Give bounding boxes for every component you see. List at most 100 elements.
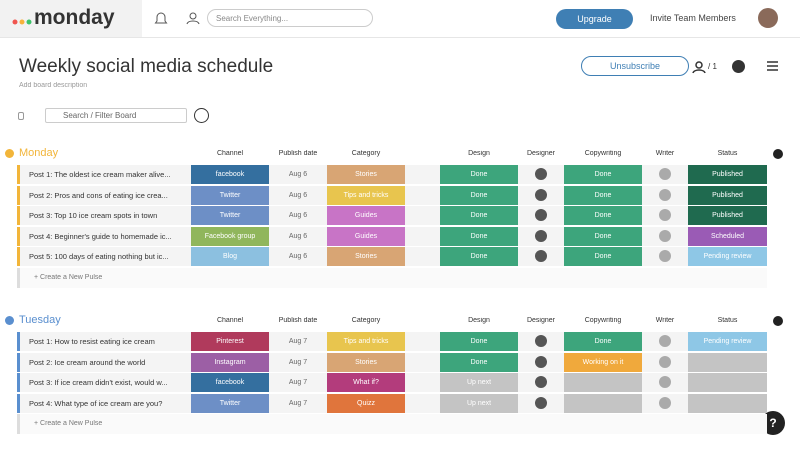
filter-input[interactable]: Search / Filter Board bbox=[45, 108, 187, 123]
avatar[interactable] bbox=[535, 188, 547, 201]
logo-text[interactable]: monday bbox=[34, 6, 115, 29]
info-icon[interactable] bbox=[18, 112, 24, 120]
create-pulse[interactable] bbox=[17, 414, 767, 434]
channel-cell[interactable]: Twitter bbox=[191, 393, 269, 413]
channel-cell[interactable]: Twitter bbox=[191, 185, 269, 205]
category-cell[interactable]: Stories bbox=[327, 247, 405, 267]
avatar[interactable] bbox=[659, 188, 671, 201]
copywriting-cell[interactable]: Done bbox=[564, 226, 642, 246]
avatar[interactable] bbox=[659, 229, 671, 242]
search-input[interactable]: Search Everything... bbox=[207, 9, 373, 27]
group-name[interactable]: Monday bbox=[19, 147, 59, 159]
invite-link[interactable]: Invite Team Members bbox=[650, 13, 736, 23]
design-cell[interactable]: Done bbox=[440, 165, 518, 185]
avatar[interactable] bbox=[535, 168, 547, 180]
pulse-title[interactable]: Post 5: 100 days of eating nothing but i… bbox=[29, 252, 169, 262]
create-pulse[interactable] bbox=[17, 268, 767, 288]
copywriting-cell[interactable] bbox=[564, 373, 642, 393]
date-cell[interactable]: Aug 6 bbox=[288, 212, 308, 220]
design-cell[interactable]: Up next bbox=[440, 373, 518, 393]
copywriting-cell[interactable]: Working on it bbox=[564, 352, 642, 372]
add-column[interactable] bbox=[773, 316, 783, 326]
status-cell[interactable]: Published bbox=[688, 206, 767, 226]
channel-cell[interactable]: Twitter bbox=[191, 206, 269, 226]
copywriting-cell[interactable]: Done bbox=[564, 332, 642, 352]
menu-icon[interactable] bbox=[767, 61, 778, 71]
copywriting-cell[interactable]: Done bbox=[564, 185, 642, 205]
date-cell[interactable]: Aug 7 bbox=[288, 399, 308, 407]
category-cell[interactable]: Guides bbox=[327, 206, 405, 226]
category-cell[interactable]: Stories bbox=[327, 165, 405, 185]
status-cell[interactable]: Pending review bbox=[688, 247, 767, 267]
pulse-title[interactable]: Post 2: Pros and cons of eating ice crea… bbox=[29, 190, 168, 200]
avatar[interactable] bbox=[659, 376, 671, 389]
status-cell[interactable]: Published bbox=[688, 185, 767, 205]
avatar[interactable] bbox=[659, 250, 671, 263]
pulse-title[interactable]: Post 4: What type of ice cream are you? bbox=[29, 398, 163, 408]
avatar[interactable] bbox=[659, 335, 671, 347]
avatar[interactable] bbox=[535, 335, 547, 347]
channel-cell[interactable]: Instagram bbox=[191, 352, 269, 372]
category-cell[interactable]: Stories bbox=[327, 352, 405, 372]
copywriting-cell[interactable] bbox=[564, 393, 642, 413]
date-cell[interactable]: Aug 7 bbox=[288, 338, 308, 346]
channel-cell[interactable]: facebook bbox=[191, 165, 269, 185]
status-cell[interactable]: Scheduled bbox=[688, 226, 767, 246]
invite-icon[interactable] bbox=[185, 10, 201, 26]
channel-cell[interactable]: Facebook group bbox=[191, 226, 269, 246]
pulse-title[interactable]: Post 3: Top 10 ice cream spots in town bbox=[29, 211, 158, 221]
date-cell[interactable]: Aug 6 bbox=[288, 191, 308, 199]
pulse-title[interactable]: Post 1: How to resist eating ice cream bbox=[29, 337, 155, 346]
category-cell[interactable]: Tips and tricks bbox=[327, 185, 405, 205]
design-cell[interactable]: Done bbox=[440, 332, 518, 352]
user-avatar[interactable] bbox=[758, 8, 778, 28]
design-cell[interactable]: Done bbox=[440, 226, 518, 246]
date-cell[interactable]: Aug 6 bbox=[288, 253, 308, 261]
date-cell[interactable]: Aug 6 bbox=[288, 232, 308, 240]
status-cell[interactable] bbox=[688, 352, 767, 372]
avatar[interactable] bbox=[535, 250, 547, 263]
channel-cell[interactable]: Blog bbox=[191, 247, 269, 267]
copywriting-cell[interactable]: Done bbox=[564, 165, 642, 185]
avatar[interactable] bbox=[535, 229, 547, 242]
design-cell[interactable]: Done bbox=[440, 185, 518, 205]
members-icon[interactable] bbox=[691, 59, 707, 75]
category-cell[interactable]: Quizz bbox=[327, 393, 405, 413]
add-column[interactable] bbox=[773, 149, 783, 159]
group-toggle[interactable] bbox=[5, 316, 14, 325]
copywriting-cell[interactable]: Done bbox=[564, 247, 642, 267]
channel-cell[interactable]: Pinterest bbox=[191, 332, 269, 352]
activity-icon[interactable] bbox=[732, 60, 745, 73]
design-cell[interactable]: Done bbox=[440, 247, 518, 267]
channel-cell[interactable]: facebook bbox=[191, 373, 269, 393]
status-cell[interactable] bbox=[688, 393, 767, 413]
date-cell[interactable]: Aug 6 bbox=[288, 171, 308, 179]
board-description[interactable]: Add board description bbox=[19, 82, 88, 89]
copywriting-cell[interactable]: Done bbox=[564, 206, 642, 226]
avatar[interactable] bbox=[659, 396, 671, 409]
date-cell[interactable]: Aug 7 bbox=[288, 379, 308, 387]
unsubscribe-button[interactable]: Unsubscribe bbox=[581, 56, 689, 76]
person-filter[interactable] bbox=[194, 108, 209, 123]
category-cell[interactable]: What if? bbox=[327, 373, 405, 393]
pulse-title[interactable]: Post 2: Ice cream around the world bbox=[29, 357, 146, 367]
create-pulse-text[interactable]: + Create a New Pulse bbox=[34, 420, 103, 428]
date-cell[interactable]: Aug 7 bbox=[288, 358, 308, 366]
category-cell[interactable]: Tips and tricks bbox=[327, 332, 405, 352]
notifications-icon[interactable] bbox=[153, 11, 169, 27]
design-cell[interactable]: Up next bbox=[440, 393, 518, 413]
group-name[interactable]: Tuesday bbox=[19, 314, 61, 326]
status-cell[interactable]: Published bbox=[688, 165, 767, 185]
upgrade-button[interactable]: Upgrade bbox=[556, 9, 633, 29]
status-cell[interactable] bbox=[688, 373, 767, 393]
avatar[interactable] bbox=[535, 355, 547, 368]
group-toggle[interactable] bbox=[5, 149, 14, 158]
avatar[interactable] bbox=[659, 168, 671, 180]
create-pulse-text[interactable]: + Create a New Pulse bbox=[34, 274, 103, 281]
avatar[interactable] bbox=[535, 396, 547, 409]
avatar[interactable] bbox=[535, 376, 547, 389]
avatar[interactable] bbox=[659, 355, 671, 368]
pulse-title[interactable]: Post 4: Beginner's guide to homemade ic.… bbox=[29, 231, 172, 241]
design-cell[interactable]: Done bbox=[440, 352, 518, 372]
pulse-title[interactable]: Post 1: The oldest ice cream maker alive… bbox=[29, 170, 171, 179]
